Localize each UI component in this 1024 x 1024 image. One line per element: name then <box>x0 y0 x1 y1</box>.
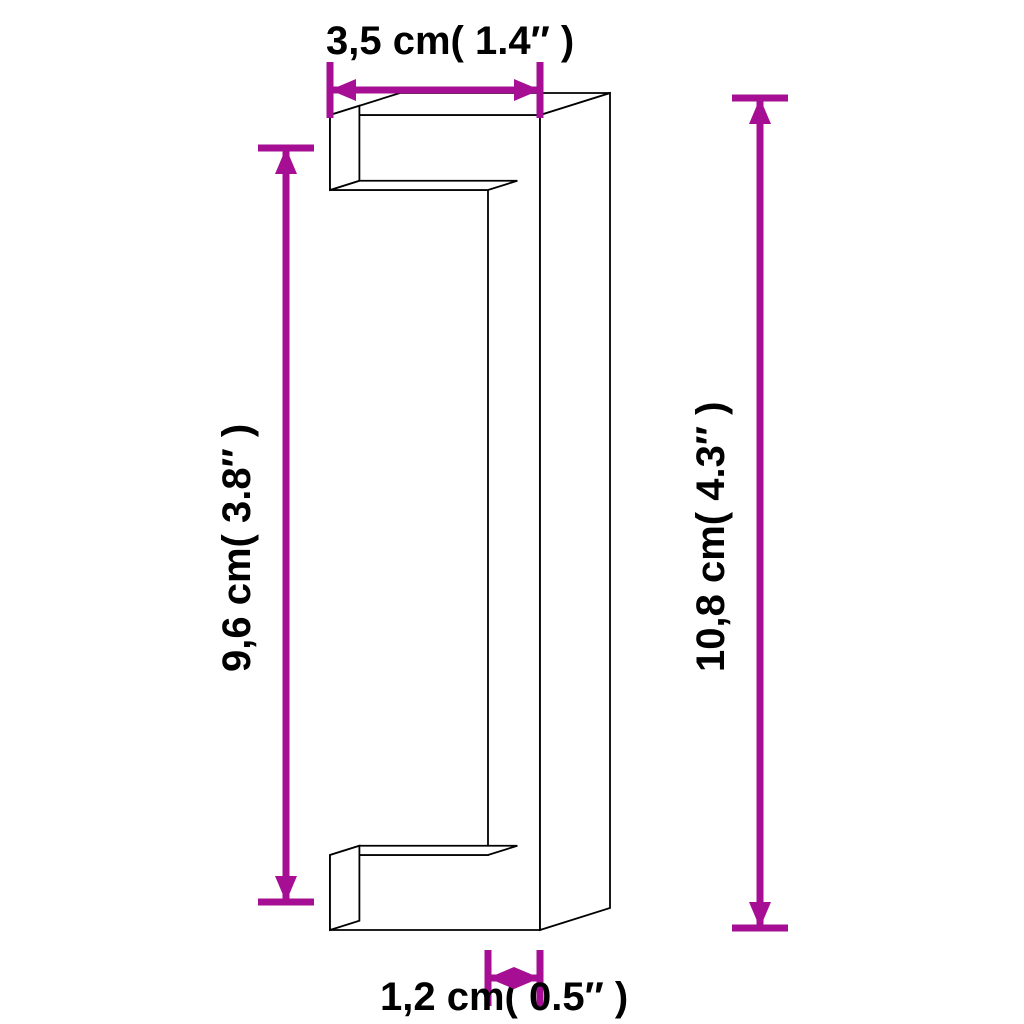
dimension-arrowhead <box>330 79 356 101</box>
handle-lower-foot-left <box>330 846 359 930</box>
dimension-left_height-label: 9,6 cm( 3.8″ ) <box>215 424 259 672</box>
handle-upper-foot-underside <box>330 181 517 190</box>
dimension-arrowhead <box>275 876 297 902</box>
dimension-arrowhead <box>749 902 771 928</box>
dimension-top_width-label: 3,5 cm( 1.4″ ) <box>326 19 574 63</box>
handle-upper-foot-left <box>330 106 359 190</box>
dimension-left_height: 9,6 cm( 3.8″ ) <box>215 148 314 902</box>
dimension-right_height-label: 10,8 cm( 4.3″ ) <box>689 402 733 672</box>
handle-front-face <box>330 115 540 930</box>
handle-right-face <box>540 93 610 930</box>
dimension-right_height: 10,8 cm( 4.3″ ) <box>689 98 788 928</box>
dimension-arrowhead <box>749 98 771 124</box>
dimension-arrowhead <box>275 148 297 174</box>
